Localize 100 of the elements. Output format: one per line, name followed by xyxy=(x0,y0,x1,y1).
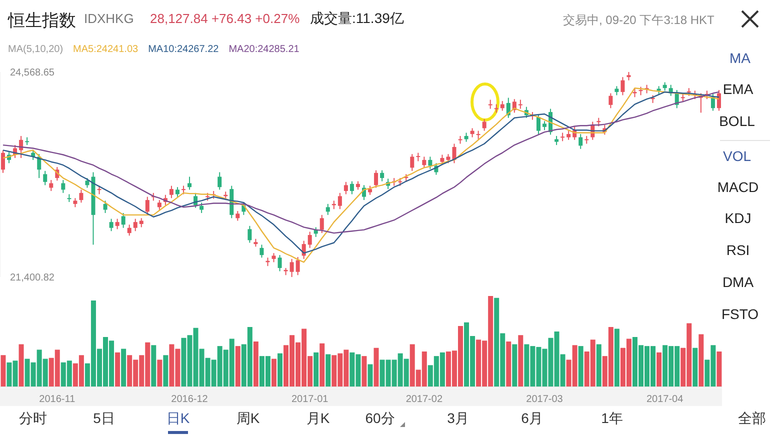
bar xyxy=(692,348,698,387)
candlestick xyxy=(428,156,432,170)
bar xyxy=(151,345,156,387)
bar xyxy=(716,352,722,387)
bar xyxy=(374,348,379,387)
candlestick xyxy=(218,172,222,190)
candlestick xyxy=(1,150,5,174)
text: MA20:24285.21 xyxy=(228,44,300,55)
candlestick xyxy=(121,212,126,228)
candlestick xyxy=(566,130,571,140)
candlestick xyxy=(470,128,474,138)
candlestick xyxy=(380,170,384,182)
bar xyxy=(314,352,319,387)
text: 周K xyxy=(235,410,261,428)
candlestick xyxy=(73,198,78,208)
bar xyxy=(163,355,168,387)
y-tick-label: 24,568.65 xyxy=(10,68,55,79)
candlestick xyxy=(620,76,625,96)
candlestick xyxy=(290,258,294,278)
candlestick xyxy=(446,154,450,164)
bar xyxy=(362,356,367,387)
text: 分时 xyxy=(18,410,48,428)
bar xyxy=(253,342,258,387)
text: MA5:24241.03 xyxy=(73,44,138,55)
text: 3月 xyxy=(446,410,470,428)
candlestick xyxy=(554,135,559,146)
candlestick xyxy=(542,120,546,131)
candlestick xyxy=(338,192,342,210)
candlestick xyxy=(464,132,468,142)
candlestick xyxy=(608,92,613,109)
candlestick xyxy=(482,118,486,132)
candlestick xyxy=(79,189,84,204)
candlestick xyxy=(272,252,276,263)
candlestick xyxy=(248,225,252,244)
candlestick xyxy=(368,185,372,196)
text: EMA xyxy=(722,81,754,97)
bar xyxy=(235,346,240,387)
candlestick xyxy=(115,218,120,230)
candlestick xyxy=(500,100,504,112)
candlestick xyxy=(139,218,144,228)
candlestick xyxy=(61,179,66,194)
x-tick-label: 2017-01 xyxy=(292,394,329,406)
candlestick xyxy=(296,256,300,276)
text: RSI xyxy=(725,242,751,258)
text: 日K xyxy=(165,410,191,428)
candlestick xyxy=(85,178,90,188)
candlestick xyxy=(578,134,583,150)
candlestick xyxy=(536,113,540,135)
candlestick xyxy=(488,99,492,110)
bar xyxy=(277,353,282,387)
candlestick xyxy=(344,181,348,195)
annotation: BOLL xyxy=(718,113,756,129)
y-tick-label: 21,400.82 xyxy=(10,272,55,284)
candlestick xyxy=(133,218,138,232)
bar xyxy=(698,334,704,387)
bar xyxy=(271,358,276,387)
bar xyxy=(326,354,331,387)
candlestick xyxy=(145,196,150,216)
candlestick xyxy=(157,200,162,210)
text: 全部 xyxy=(737,410,767,428)
text: 60分 xyxy=(364,410,396,428)
text: VOL xyxy=(722,148,752,164)
candlestick xyxy=(103,200,108,214)
candlestick xyxy=(109,218,114,232)
annotation: FSTO xyxy=(720,306,760,322)
candlestick xyxy=(410,154,414,172)
bar xyxy=(157,360,162,387)
annotation: MACD xyxy=(716,179,760,195)
bar xyxy=(18,344,24,387)
text: DMA xyxy=(721,274,755,290)
bar xyxy=(614,328,620,387)
text: 6月 xyxy=(520,410,544,428)
candlestick xyxy=(200,202,204,214)
candlestick xyxy=(188,176,192,190)
legend-title: MA(5,10,20) xyxy=(8,44,64,55)
bar xyxy=(656,352,662,387)
text: 成交量:11.39亿 xyxy=(310,10,404,28)
candlestick xyxy=(350,180,354,195)
bar xyxy=(121,348,126,387)
bar xyxy=(506,342,512,387)
bar xyxy=(578,346,584,387)
candlestick xyxy=(374,170,378,188)
candlestick xyxy=(614,86,619,96)
text: 交易中, 09-20 下午3:18 HKT xyxy=(563,12,714,29)
candlestick xyxy=(236,210,240,222)
text: MA10:24267.22 xyxy=(148,44,219,55)
x-tick-label: 2017-04 xyxy=(646,394,684,406)
candlestick xyxy=(67,194,72,202)
candlestick xyxy=(422,156,426,168)
text: MA xyxy=(728,50,752,66)
text: 月K xyxy=(305,410,331,428)
candlestick xyxy=(518,99,522,110)
x-tick-label: 2016-12 xyxy=(171,394,208,406)
candlestick xyxy=(175,186,180,198)
x-tick-label: 2016-11 xyxy=(39,394,76,406)
candlestick xyxy=(127,224,132,236)
candlestick xyxy=(452,143,456,164)
text: IDXHKG xyxy=(84,11,134,26)
candlestick xyxy=(278,254,282,272)
candlestick xyxy=(260,244,264,258)
